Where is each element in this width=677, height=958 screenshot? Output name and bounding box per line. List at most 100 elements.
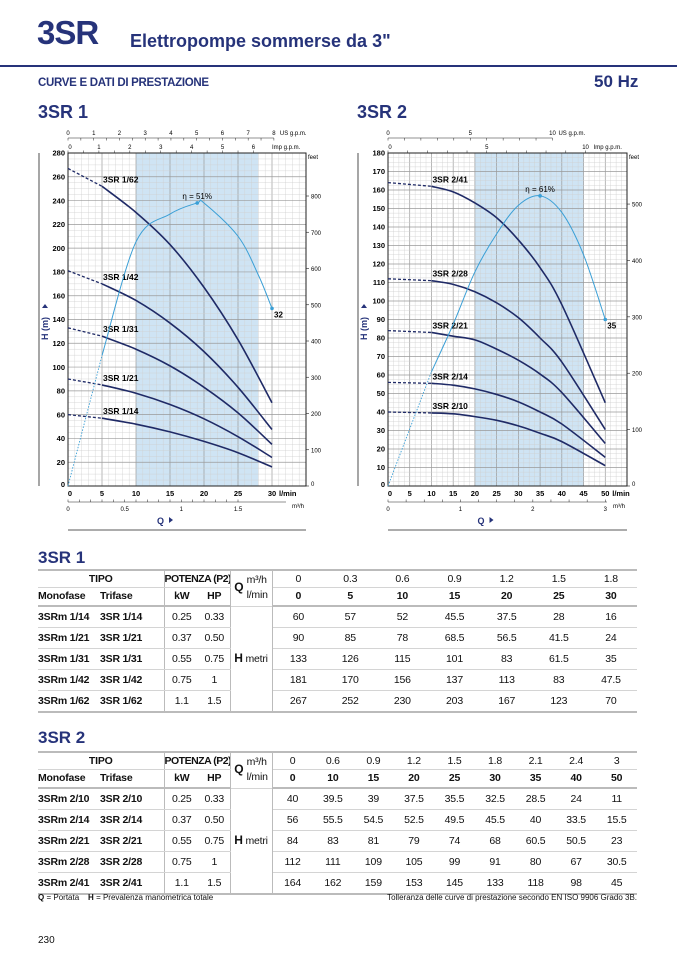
feet-tick-label: 500 (311, 303, 322, 309)
head-value: 11 (596, 788, 637, 810)
efficiency-peak-marker (538, 194, 542, 198)
q-header: Q m³/h l/min (230, 752, 273, 789)
y-tick-label: 140 (372, 223, 385, 232)
monofase-model: 3SRm 1/21 (38, 627, 100, 649)
head-value: 156 (376, 669, 429, 691)
y-axis-arrow-icon (42, 304, 48, 308)
head-value: 45.5 (428, 606, 481, 628)
pump-curve-label: 3SR 2/28 (432, 269, 468, 279)
q-symbol: Q (234, 762, 244, 777)
pump-curve-label: 3SR 2/10 (432, 401, 468, 411)
lmin-unit: l/min (246, 771, 268, 784)
power-kw: 0.75 (164, 851, 200, 873)
pump-curve (431, 382, 606, 458)
x-tick-label: 0 (388, 489, 392, 498)
head-value: 84 (272, 830, 313, 852)
h-symbol: H (234, 832, 243, 847)
chart-title-3sr2: 3SR 2 (357, 102, 408, 122)
q-lmin-value: 10 (312, 769, 354, 789)
q-m3h-value: 2.4 (555, 752, 597, 770)
monofase-model: 3SRm 2/41 (38, 872, 100, 895)
y-tick-label: 150 (372, 204, 385, 213)
head-value: 30.5 (596, 851, 637, 873)
m3h-tick-label: 1 (459, 507, 463, 513)
power-kw: 1.1 (164, 872, 200, 895)
head-value: 113 (480, 669, 533, 691)
x-tick-label: 30 (268, 489, 276, 498)
feet-tick-label: 400 (311, 340, 322, 346)
y-axis-title: H (m) (40, 317, 50, 340)
m3h-unit-label: m³/h (613, 504, 625, 510)
imp-gpm-tick-label: 0 (388, 145, 392, 151)
monofase-header: Monofase (38, 587, 100, 607)
y-tick-label: 180 (372, 149, 385, 158)
y-tick-label: 140 (52, 315, 65, 324)
table-row: 3SRm 1/42 3SR 1/42 0.75 1 181 170 156 137 113 83 4… (38, 669, 637, 691)
head-value: 54.5 (353, 809, 394, 831)
efficiency-curve (101, 199, 273, 356)
table-title-3sr2: 3SR 2 (38, 728, 86, 747)
kw-header: kW (164, 587, 200, 607)
trifase-model: 3SR 1/31 (100, 648, 165, 670)
monofase-model: 3SRm 2/10 (38, 788, 100, 810)
feet-tick-label: 100 (311, 448, 322, 454)
x-axis-title: Q (478, 516, 485, 526)
efficiency-end-label: 32 (274, 310, 283, 319)
pump-curve-label: 3SR 2/41 (432, 174, 468, 184)
y-tick-label: 180 (52, 268, 65, 277)
head-value: 32.5 (474, 788, 516, 810)
pump-curve-dashed (67, 413, 103, 419)
feet-tick-label: 700 (311, 231, 322, 237)
hp-header: HP (199, 587, 231, 607)
head-value: 133 (474, 872, 516, 895)
x-axis-arrow-icon (489, 517, 494, 523)
q-lmin-value: 15 (353, 769, 394, 789)
x-tick-label: 40 (558, 489, 566, 498)
trifase-model: 3SR 1/42 (100, 669, 165, 691)
x-tick-label: 15 (449, 489, 457, 498)
m3h-unit-label: m³/h (292, 504, 304, 510)
head-value: 133 (272, 648, 325, 670)
head-value: 16 (584, 606, 637, 628)
head-value: 164 (272, 872, 313, 895)
y-tick-label: 40 (57, 434, 65, 443)
power-hp: 1 (199, 669, 231, 691)
power-kw: 0.75 (164, 669, 200, 691)
power-kw: 0.25 (164, 788, 200, 810)
monofase-model: 3SRm 2/28 (38, 851, 100, 873)
efficiency-peak-label: η = 61% (525, 185, 555, 194)
q-lmin-value: 50 (596, 769, 637, 789)
kw-header: kW (164, 769, 200, 789)
y-tick-label: 120 (52, 339, 65, 348)
monofase-model: 3SRm 2/21 (38, 830, 100, 852)
m3h-unit: m³/h (246, 756, 267, 769)
table-row: 3SRm 2/14 3SR 2/14 0.37 0.50 56 55.5 54.5 52.5 4… (38, 809, 637, 831)
q-m3h-value: 1.5 (532, 570, 585, 588)
m3h-tick-label: 1 (180, 507, 184, 513)
head-value: 70 (584, 690, 637, 713)
head-value: 60.5 (515, 830, 556, 852)
head-value: 56.5 (480, 627, 533, 649)
q-m3h-value: 0 (272, 752, 313, 770)
y-tick-label: 110 (373, 278, 385, 287)
head-value: 118 (515, 872, 556, 895)
head-value: 52.5 (393, 809, 435, 831)
x-unit-label: l/min (612, 489, 630, 498)
head-value: 137 (428, 669, 481, 691)
head-value: 45.5 (474, 809, 516, 831)
m3h-tick-label: 1.5 (234, 507, 243, 513)
head-value: 37.5 (480, 606, 533, 628)
x-tick-label: 50 (601, 489, 609, 498)
q-lmin-value: 10 (376, 587, 429, 607)
m3h-unit: m³/h (246, 574, 267, 587)
head-value: 28 (532, 606, 585, 628)
lmin-unit: l/min (246, 589, 268, 602)
pump-curve (431, 331, 606, 444)
q-m3h-value: 1.5 (434, 752, 475, 770)
feet-tick-label: 100 (632, 428, 643, 434)
head-value: 35 (584, 648, 637, 670)
q-m3h-value: 0.9 (428, 570, 481, 588)
feet-tick-label: 300 (311, 376, 322, 382)
y-tick-label: 30 (377, 426, 385, 435)
head-value: 33.5 (555, 809, 597, 831)
